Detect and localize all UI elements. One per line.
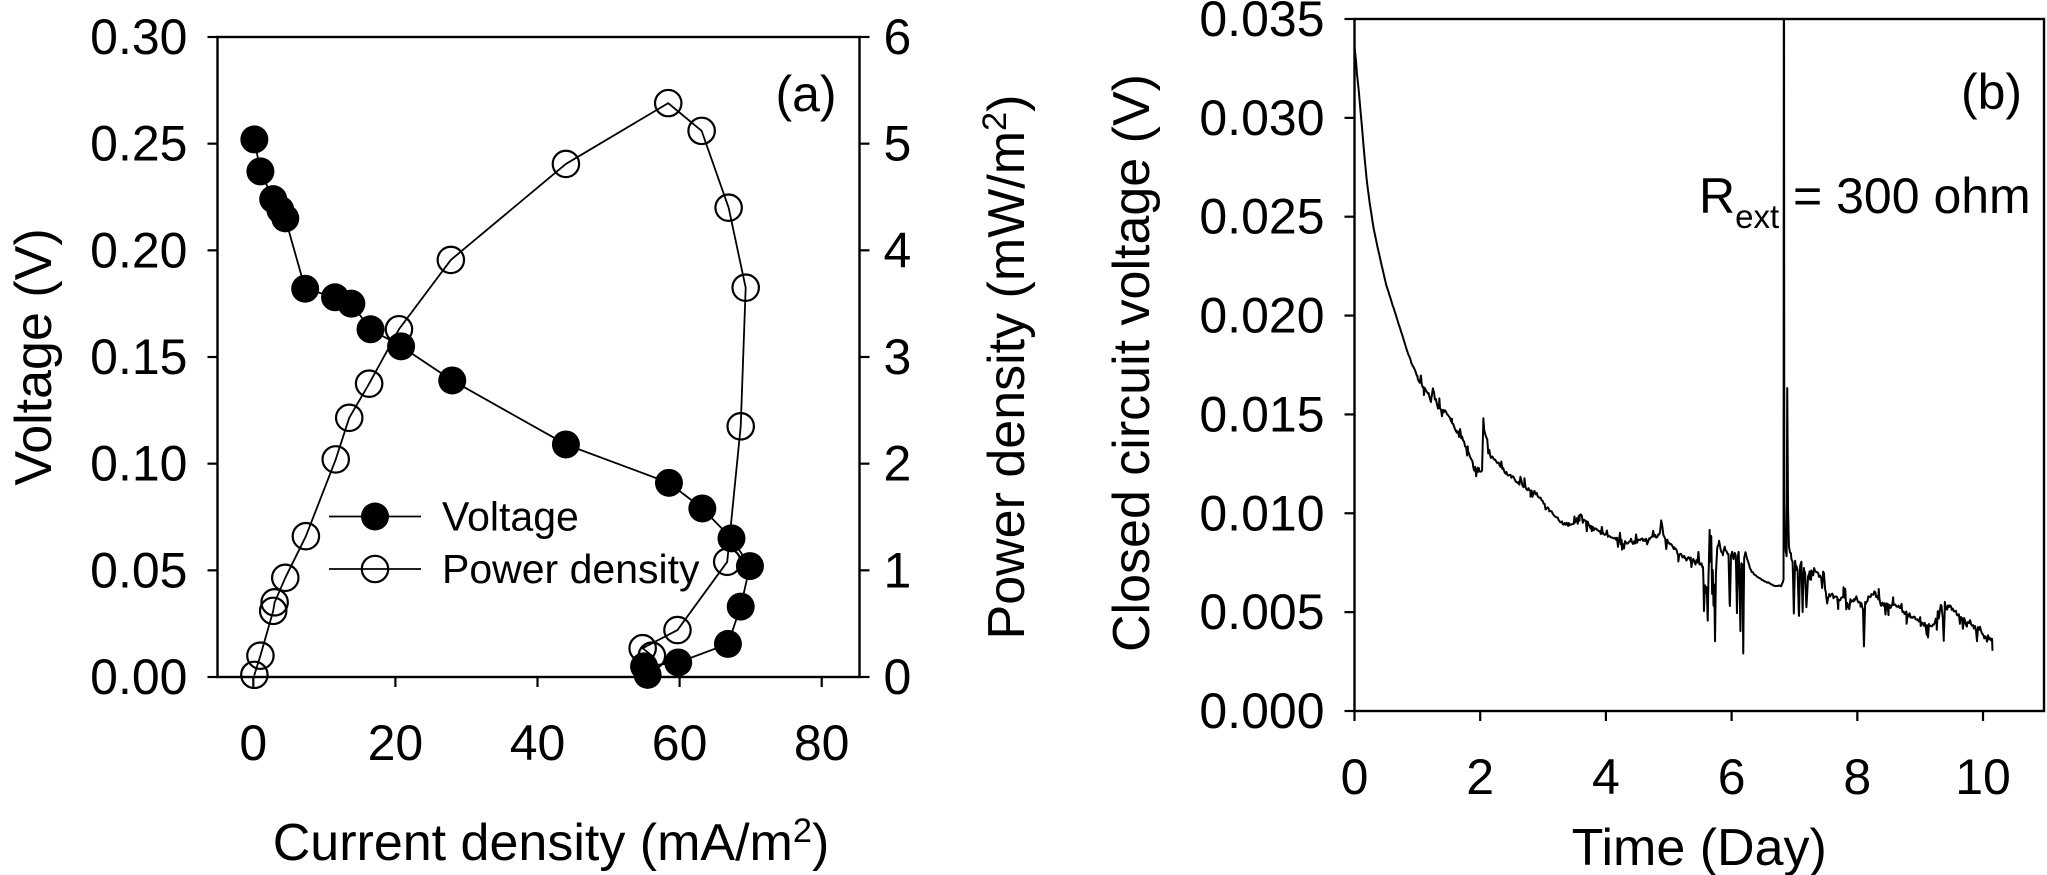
open-circle-marker <box>334 403 364 433</box>
filled-circle-marker <box>551 430 580 459</box>
filled-circle-marker <box>633 660 662 689</box>
y-tick-label: 0.30 <box>90 9 187 65</box>
series-markers-voltage <box>240 125 764 689</box>
y-tick-label: 0.000 <box>1199 683 1324 739</box>
y-tick-label-right: 0 <box>884 649 912 705</box>
panel-a-series <box>240 88 764 690</box>
y-tick-label: 0.015 <box>1199 386 1324 442</box>
y-tick-label: 0.20 <box>90 222 187 278</box>
y-tick-label: 0.05 <box>90 542 187 598</box>
x-tick-label: 40 <box>510 715 566 771</box>
filled-circle-marker <box>654 468 683 497</box>
panel-letter-a: (a) <box>775 66 836 122</box>
filled-circle-marker <box>291 274 320 303</box>
y-tick-label-right: 5 <box>884 116 912 172</box>
y-tick-label-right: 1 <box>884 542 912 598</box>
open-circle-marker <box>384 314 414 344</box>
x-axis-title: Current density (mA/m2) <box>273 812 830 872</box>
filled-circle-marker <box>688 494 717 523</box>
filled-circle-marker <box>271 204 300 233</box>
open-circle-marker <box>436 245 466 275</box>
y-tick-label-right: 3 <box>884 329 912 385</box>
open-circle-marker <box>321 445 351 474</box>
x-tick-label: 0 <box>239 715 267 771</box>
panel-b-series <box>1353 18 1994 655</box>
filled-circle-marker <box>726 592 755 621</box>
filled-circle-marker <box>337 289 366 318</box>
y-tick-label: 0.10 <box>90 436 187 492</box>
open-circle-marker <box>714 193 743 222</box>
y-tick-label: 0.15 <box>90 329 187 385</box>
y-tick-label: 0.035 <box>1199 0 1324 47</box>
x-tick-label: 2 <box>1466 749 1494 805</box>
filled-circle-marker <box>717 524 746 553</box>
y-tick-label: 0.025 <box>1199 189 1324 245</box>
x-tick-label: 80 <box>794 715 850 771</box>
open-circle-marker <box>712 547 742 577</box>
panel-letter-b: (b) <box>1961 64 2022 120</box>
open-circle-marker <box>240 660 269 690</box>
x-axis-title: Time (Day) <box>1572 819 1827 875</box>
x-tick-label: 10 <box>1955 749 2011 805</box>
y-tick-label-right: 6 <box>884 9 912 65</box>
open-circle-marker <box>270 563 300 593</box>
y-tick-label: 0.005 <box>1199 584 1324 640</box>
open-circle-marker <box>551 149 581 179</box>
legend-filled-circle <box>361 502 389 531</box>
x-tick-label: 60 <box>652 715 708 771</box>
y-tick-label-right: 2 <box>884 436 912 492</box>
x-tick-label: 0 <box>1341 749 1369 805</box>
open-circle-marker <box>731 273 760 302</box>
x-tick-label: 8 <box>1843 749 1871 805</box>
filled-circle-marker <box>713 629 742 658</box>
legend-open-circle <box>360 554 390 584</box>
series-line-voltage <box>253 138 751 676</box>
y-tick-label: 0.00 <box>90 649 187 705</box>
filled-circle-marker <box>735 552 764 581</box>
series-markers-power-density <box>240 88 760 690</box>
open-circle-marker <box>260 588 289 617</box>
y-tick-label: 0.010 <box>1199 485 1324 541</box>
filled-circle-marker <box>246 157 275 186</box>
x-tick-label: 20 <box>368 715 424 771</box>
open-circle-marker <box>653 88 683 118</box>
panel-a: 0 20 40 60 80 0.00 0.05 0.10 0.15 0.20 0.25 0.30 0 1 2… <box>5 9 1036 872</box>
open-circle-marker <box>354 369 384 398</box>
y-tick-label: 0.25 <box>90 116 187 172</box>
annotation-rext: Rext = 300 ohm <box>1699 168 2031 235</box>
filled-circle-marker <box>664 648 693 677</box>
x-tick-label: 4 <box>1592 749 1620 805</box>
x-tick-label: 6 <box>1718 749 1746 805</box>
filled-circle-marker <box>356 315 385 344</box>
open-circle-marker <box>726 412 756 441</box>
y-axis-title-left: Voltage (V) <box>5 228 63 485</box>
plot-frame-b <box>1353 17 2046 713</box>
open-circle-marker <box>291 521 321 551</box>
legend-label: Power density <box>442 546 700 592</box>
open-circle-marker <box>637 641 667 670</box>
legend-label: Voltage <box>442 494 579 540</box>
legend: Voltage Power density <box>329 494 700 592</box>
y-tick-label: 0.030 <box>1199 90 1324 146</box>
open-circle-marker <box>687 116 716 146</box>
open-circle-marker <box>628 633 657 663</box>
panel-b: 0 2 4 6 8 10 0.000 0.005 0.010 0.015 0.020 0.025 0.0… <box>1103 0 2046 875</box>
y-axis-title-left: Closed circuit voltage (V) <box>1103 74 1161 652</box>
y-axis-title-right: Power density (mW/m2) <box>976 95 1036 640</box>
y-tick-label-right: 4 <box>884 222 912 278</box>
open-circle-marker <box>246 641 275 670</box>
series-line-power-density <box>253 102 747 676</box>
series-line-closed-circuit-voltage <box>1353 18 1994 655</box>
y-tick-label: 0.020 <box>1199 288 1324 344</box>
open-circle-marker <box>258 596 288 626</box>
filled-circle-marker <box>438 366 467 395</box>
filled-circle-marker <box>240 125 269 154</box>
open-circle-marker <box>663 615 692 645</box>
